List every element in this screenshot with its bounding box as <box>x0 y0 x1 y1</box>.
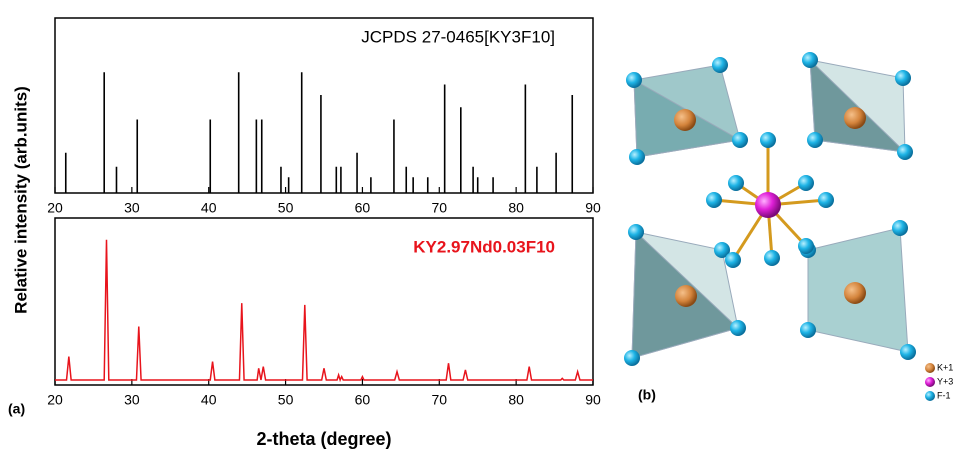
x-tick-label: 50 <box>278 392 294 408</box>
y-axis-label: Relative intensity (arb.units) <box>11 86 30 314</box>
x-tick-label: 90 <box>585 200 601 216</box>
f-atoms <box>624 52 916 366</box>
x-tick-label: 20 <box>47 200 63 216</box>
x-tick-label: 80 <box>508 200 524 216</box>
crystal-structure: K+1 Y+3 F-1 (b) <box>624 52 953 403</box>
chart-title: JCPDS 27-0465[KY3F10] <box>361 27 555 46</box>
xrd-line <box>55 239 593 383</box>
x-tick-label: 60 <box>355 200 371 216</box>
x-tick-label: 70 <box>431 200 447 216</box>
panel-label: (a) <box>8 401 25 417</box>
x-tick-label: 50 <box>278 200 294 216</box>
x-tick-label: 80 <box>508 392 524 408</box>
x-tick-label: 70 <box>431 392 447 408</box>
legend-label: F-1 <box>937 390 951 400</box>
x-tick-label: 60 <box>355 392 371 408</box>
plot-frame <box>54 17 594 194</box>
x-axis-label: 2-theta (degree) <box>256 429 391 449</box>
x-tick-label: 40 <box>201 392 217 408</box>
panel-label: (b) <box>638 387 656 403</box>
legend-swatch <box>925 377 935 387</box>
x-tick-label: 30 <box>124 392 140 408</box>
x-tick-label: 30 <box>124 200 140 216</box>
x-tick-label: 40 <box>201 200 217 216</box>
x-tick-label: 20 <box>47 392 63 408</box>
x-tick-label: 90 <box>585 392 601 408</box>
y-atom <box>755 192 781 218</box>
legend-label: K+1 <box>937 362 953 372</box>
k-atoms <box>674 107 866 307</box>
legend-swatch <box>925 363 935 373</box>
chart-title: KY2.97Nd0.03F10 <box>413 237 555 256</box>
legend-label: Y+3 <box>937 376 953 386</box>
legend-swatch <box>925 391 935 401</box>
plot-frame <box>54 217 594 386</box>
